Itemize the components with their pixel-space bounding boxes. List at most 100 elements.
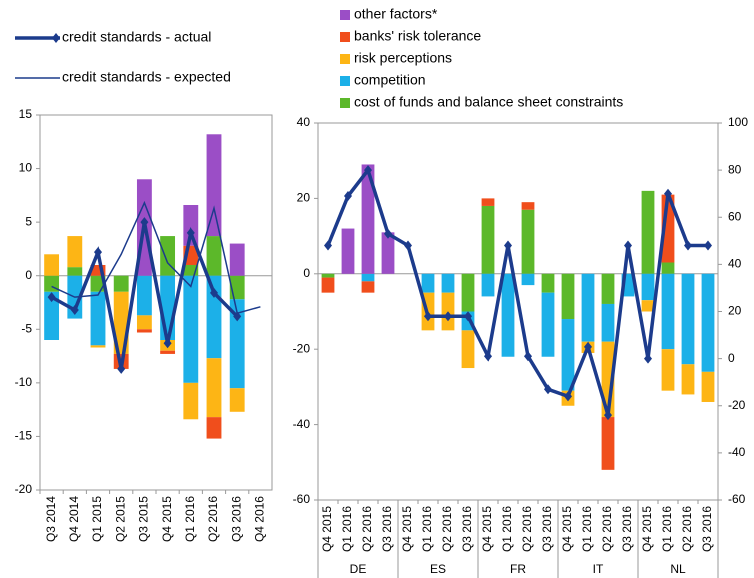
y-tick-label: -15 [15, 429, 33, 443]
bar-segment [341, 228, 355, 274]
legend-swatch [340, 98, 350, 108]
bar-segment [229, 299, 245, 389]
bar-segment [461, 273, 475, 312]
bar-segment [501, 273, 515, 357]
bar-segment [361, 273, 375, 282]
legend-swatch [340, 32, 350, 42]
x-tick-label: Q4 2015 [640, 506, 654, 552]
x-tick-label: Q2 2016 [360, 506, 374, 552]
legend-swatch [340, 10, 350, 20]
line-marker [404, 240, 412, 251]
line-marker [324, 240, 332, 251]
y-tick-label: 20 [297, 191, 311, 205]
legend-label: competition [354, 72, 426, 88]
line-marker [47, 292, 56, 303]
bar-segment [44, 254, 60, 276]
bar-segment [561, 273, 575, 320]
line-marker [584, 341, 592, 352]
y-tick-label: 10 [19, 161, 33, 175]
bar-segment [44, 291, 60, 340]
x-tick-label: Q1 2016 [580, 506, 594, 552]
bar-segment [601, 303, 615, 342]
bar-segment [681, 364, 695, 395]
y2-tick-label: 60 [728, 209, 742, 223]
line-marker [524, 351, 532, 362]
x-tick-label: Q1 2016 [183, 496, 197, 542]
group-label: DE [350, 562, 367, 576]
y-tick-label: 5 [25, 214, 32, 228]
bar-segment [90, 345, 106, 348]
y2-tick-label: 40 [728, 257, 742, 271]
legend-label: cost of funds and balance sheet constrai… [354, 94, 623, 110]
y2-tick-label: 20 [728, 304, 742, 318]
x-tick-label: Q3 2016 [380, 506, 394, 552]
bar-segment [136, 275, 152, 316]
bar-segment [481, 198, 495, 206]
bar-segment [641, 273, 655, 301]
line-marker [704, 240, 712, 251]
bar-segment [641, 190, 655, 274]
x-tick-label: Q3 2015 [137, 496, 151, 542]
bar-segment [601, 417, 615, 470]
bar-segment [90, 291, 106, 346]
y2-tick-label: 0 [728, 351, 735, 365]
line-marker [424, 311, 432, 322]
bar-segment [481, 205, 495, 274]
x-tick-label: Q1 2016 [660, 506, 674, 552]
line-marker [384, 228, 392, 239]
bar-segment [481, 273, 495, 297]
legend-swatch [340, 54, 350, 64]
bar-segment [67, 236, 83, 268]
y-tick-label: -20 [293, 341, 311, 355]
x-tick-label: Q3 2016 [229, 496, 243, 542]
x-tick-label: Q4 2014 [67, 496, 81, 542]
x-tick-label: Q2 2016 [440, 506, 454, 552]
y-tick-label: -5 [21, 321, 32, 335]
line-marker [233, 311, 242, 322]
bar-segment [361, 281, 375, 293]
y2-tick-label: 100 [728, 115, 748, 129]
bar-segment [521, 273, 535, 286]
bar-segment [701, 273, 715, 372]
line-marker [484, 351, 492, 362]
bar-segment [541, 273, 555, 293]
bar-segment [661, 262, 675, 274]
line-marker [364, 165, 372, 176]
x-tick-label: Q4 2015 [480, 506, 494, 552]
bar-segment [206, 236, 222, 276]
x-tick-label: Q3 2016 [620, 506, 634, 552]
bar-segment [681, 273, 695, 365]
y2-tick-label: -60 [728, 492, 746, 506]
x-tick-label: Q2 2016 [680, 506, 694, 552]
y2-tick-label: -40 [728, 445, 746, 459]
line-marker [344, 191, 352, 202]
line-marker [664, 188, 672, 199]
line-marker [604, 410, 612, 421]
x-tick-label: Q4 2015 [160, 496, 174, 542]
x-tick-label: Q2 2016 [520, 506, 534, 552]
line-marker [444, 311, 452, 322]
y2-tick-label: 80 [728, 162, 742, 176]
bar-segment [183, 275, 199, 383]
bar-segment [441, 273, 455, 293]
bar-segment [206, 358, 222, 418]
line [326, 166, 708, 416]
x-tick-label: Q1 2016 [340, 506, 354, 552]
bar-segment [661, 349, 675, 391]
line-marker [564, 391, 572, 402]
group-label: ES [430, 562, 446, 576]
x-tick-label: Q3 2016 [540, 506, 554, 552]
bar-segment [541, 292, 555, 357]
bar-segment [661, 273, 675, 350]
bar-segment [229, 388, 245, 412]
y2-tick-label: -20 [728, 398, 746, 412]
y-tick-label: 40 [297, 115, 311, 129]
bar-segment [601, 273, 615, 304]
y-tick-label: 0 [303, 266, 310, 280]
line-marker [94, 247, 102, 258]
bar-segment [67, 267, 83, 276]
bar-segment [701, 371, 715, 402]
bar-segment [206, 417, 222, 439]
bar-segment [136, 329, 152, 333]
